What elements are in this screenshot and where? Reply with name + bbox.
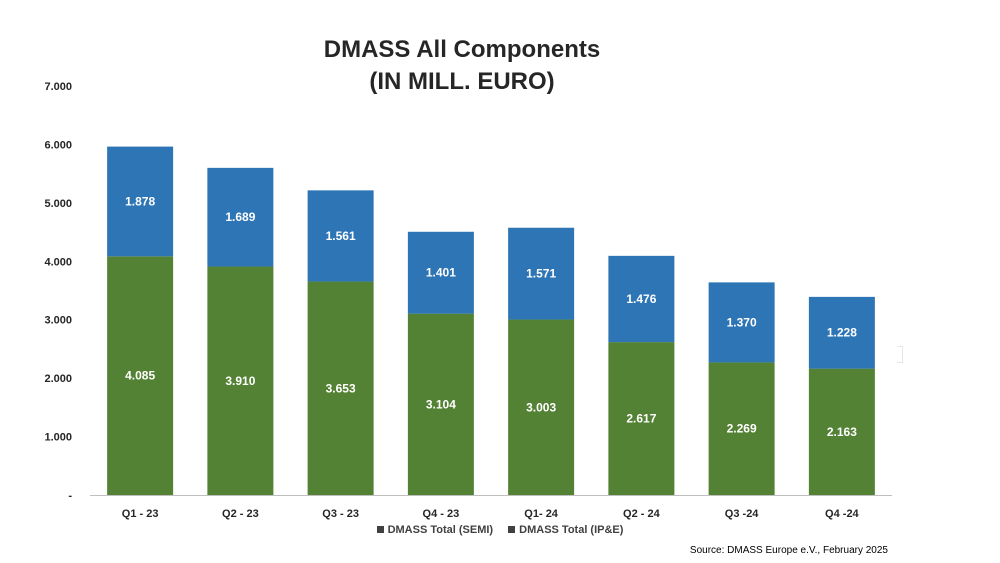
data-label: 1.561: [326, 229, 356, 243]
data-label: 3.003: [526, 400, 556, 414]
data-label: 3.104: [426, 397, 456, 411]
legend-item-ipe: DMASS Total (IP&E): [508, 524, 623, 536]
bar-ipe: [307, 281, 374, 495]
data-label: 4.085: [125, 369, 155, 383]
legend-label-ipe: DMASS Total (IP&E): [519, 524, 624, 536]
data-label: 1.228: [827, 326, 857, 340]
x-tick-label: Q3 - 23: [322, 508, 359, 520]
legend-swatch-ipe: [508, 526, 516, 533]
bar-ipe: [508, 319, 575, 495]
bar-semi: [407, 231, 474, 314]
x-tick-label: Q2 - 23: [222, 508, 259, 520]
data-label: 1.689: [225, 210, 255, 224]
bar-semi: [808, 296, 875, 369]
bar-semi: [307, 190, 374, 282]
data-label: 1.476: [626, 292, 656, 306]
bar-semi: [608, 255, 675, 343]
y-tick-label: 5.000: [44, 198, 72, 210]
y-tick-label: 2.000: [44, 373, 72, 385]
y-tick-label: 3.000: [44, 315, 72, 327]
bar-semi: [708, 282, 775, 363]
data-label: 3.910: [225, 374, 255, 388]
data-label: 1.571: [526, 267, 556, 281]
data-label: 1.878: [125, 194, 155, 208]
y-tick-label: 7.000: [44, 81, 72, 93]
y-tick-label: 6.000: [44, 139, 72, 151]
bar-ipe: [207, 266, 274, 495]
x-tick-label: Q4 - 23: [423, 508, 460, 520]
bar-ipe: [708, 362, 775, 495]
data-label: 2.617: [626, 412, 656, 426]
x-tick-label: Q1- 24: [524, 508, 559, 520]
bar-ipe: [407, 313, 474, 495]
y-tick-label: 1.000: [44, 432, 72, 444]
chart-subtitle: (IN MILL. EURO): [369, 68, 555, 95]
bar-ipe: [107, 256, 174, 495]
data-label: 1.401: [426, 266, 456, 280]
x-tick-label: Q2 - 24: [623, 508, 661, 520]
bar-semi: [207, 167, 274, 267]
legend-swatch-semi: [376, 526, 384, 533]
bar-semi: [508, 227, 575, 320]
x-tick-label: Q1 - 23: [122, 508, 159, 520]
y-tick-label: -: [68, 490, 72, 502]
data-label: 1.370: [727, 315, 757, 329]
data-label: 3.653: [326, 381, 356, 395]
data-label: 2.269: [727, 422, 757, 436]
bar-ipe: [608, 342, 675, 495]
bar-semi: [107, 146, 174, 257]
source-note: Source: DMASS Europe e.V., February 2025: [689, 545, 888, 556]
resize-handle: [897, 346, 903, 363]
legend-item-semi: DMASS Total (SEMI): [376, 524, 494, 536]
x-tick-label: Q3 -24: [725, 508, 760, 520]
bar-ipe: [808, 368, 875, 495]
x-tick-label: Q4 -24: [825, 508, 860, 520]
legend-label-semi: DMASS Total (SEMI): [387, 524, 494, 536]
data-label: 2.163: [827, 425, 857, 439]
y-tick-label: 4.000: [44, 256, 72, 268]
chart-title: DMASS All Components: [323, 36, 601, 63]
legend: DMASS Total (SEMI) DMASS Total (IP&E): [0, 524, 1000, 536]
